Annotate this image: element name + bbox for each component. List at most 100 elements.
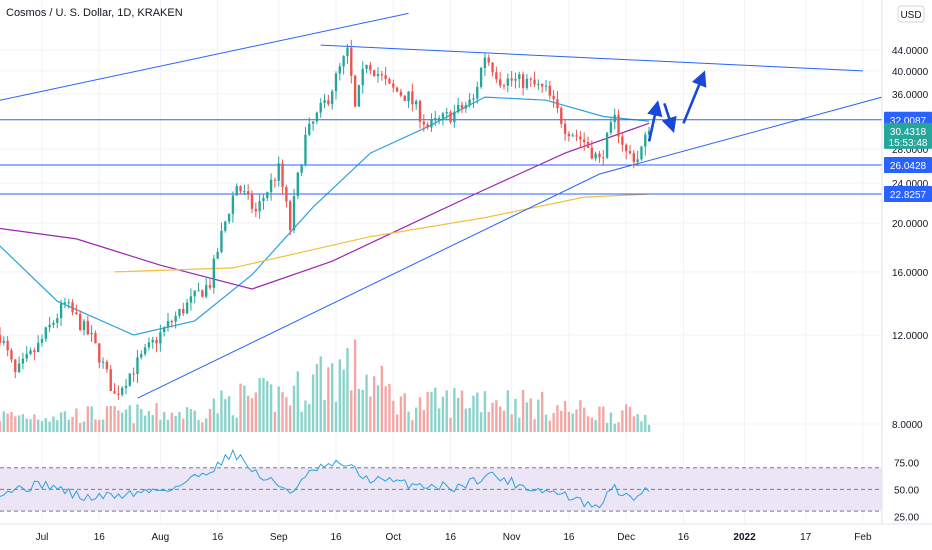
candle-body xyxy=(231,195,235,214)
volume-bar xyxy=(460,390,464,432)
candle-body xyxy=(201,290,204,297)
volume-bar xyxy=(59,412,63,432)
candle-body xyxy=(40,338,44,343)
candle-body xyxy=(281,163,284,188)
volume-bar xyxy=(376,385,380,432)
volume-bar xyxy=(29,419,32,432)
volume-bar xyxy=(506,390,510,432)
volume-bar xyxy=(56,420,59,432)
candle-body xyxy=(212,258,216,288)
volume-bar xyxy=(174,416,177,432)
candle-body xyxy=(346,47,349,57)
time-tick-label: Feb xyxy=(854,532,872,543)
price-tick-label: 8.0000 xyxy=(892,420,923,431)
volume-bar xyxy=(327,367,330,432)
volume-bar xyxy=(147,411,151,432)
price-tick-label: 28.0000 xyxy=(892,145,929,156)
volume-bar xyxy=(437,408,441,432)
volume-bar xyxy=(510,414,513,432)
last-price-label: 30.4318 xyxy=(890,127,927,138)
candle-body xyxy=(75,312,78,314)
candle-body xyxy=(399,91,403,96)
candle-body xyxy=(330,91,334,105)
currency-label: USD xyxy=(900,10,921,21)
volume-bar xyxy=(590,417,594,432)
projection-arrows[interactable] xyxy=(647,70,707,142)
candle-body xyxy=(98,343,101,363)
volume-bar xyxy=(617,422,620,432)
candle-body xyxy=(525,78,529,88)
candle-body xyxy=(644,134,647,147)
volume-bar xyxy=(288,405,292,432)
rsi-tick-label: 75.00 xyxy=(894,458,919,469)
time-tick-label: Nov xyxy=(503,532,521,543)
trendlines[interactable] xyxy=(0,12,883,399)
candle-body xyxy=(327,100,330,105)
volume-bar xyxy=(479,412,483,432)
currency-badge[interactable]: USD xyxy=(897,5,925,23)
candle-body xyxy=(105,361,109,370)
volume-bar xyxy=(640,421,643,432)
candle-body xyxy=(380,74,384,76)
volume-bar xyxy=(33,414,36,432)
candle-body xyxy=(609,122,613,133)
volume-bar xyxy=(365,374,368,432)
volume-bar xyxy=(300,411,303,432)
trendline-2[interactable] xyxy=(320,44,863,72)
candle-body xyxy=(426,124,429,128)
candle-body xyxy=(0,335,2,343)
volume-bar xyxy=(10,412,13,432)
candle-body xyxy=(640,146,643,160)
volume-bar xyxy=(384,386,387,432)
volume-bar xyxy=(2,411,6,432)
candle-body xyxy=(418,101,422,122)
volume-bar xyxy=(246,395,250,432)
volume-bar xyxy=(105,406,109,432)
time-tick-label: 17 xyxy=(800,532,812,543)
volume-bar xyxy=(468,407,471,432)
candle-body xyxy=(151,339,154,343)
candle-body xyxy=(33,350,36,352)
volume-bar xyxy=(143,415,147,432)
volume-bar xyxy=(151,415,154,432)
volume-bar xyxy=(201,422,204,432)
rsi-tick-label: 25.00 xyxy=(894,513,919,524)
candle-body xyxy=(537,83,540,85)
candle-body xyxy=(361,68,364,86)
projection-arrow-1[interactable] xyxy=(647,100,663,142)
projection-arrow-3[interactable] xyxy=(682,70,707,124)
volume-bar xyxy=(330,363,334,432)
volume-bar xyxy=(208,408,212,432)
volume-bar xyxy=(285,397,288,432)
volume-bar xyxy=(0,421,2,432)
volume-bar xyxy=(392,400,395,432)
candle-body xyxy=(86,320,90,335)
candle-body xyxy=(472,98,475,100)
price-axis[interactable]: 8.0000 12.0000 16.0000 20.0000 24.0000 28.000… xyxy=(892,46,929,431)
volume-bar xyxy=(334,401,338,432)
volume-bar xyxy=(395,414,399,432)
projection-arrow-2[interactable] xyxy=(661,102,677,134)
candle-body xyxy=(594,153,597,159)
candle-body xyxy=(239,186,242,192)
candle-body xyxy=(395,87,399,92)
candle-body xyxy=(6,340,9,351)
candle-body xyxy=(136,357,139,375)
candle-body xyxy=(483,57,487,69)
volume-bar xyxy=(109,405,112,432)
candle-body xyxy=(128,373,132,386)
volume-bar xyxy=(353,339,357,432)
candle-body xyxy=(292,196,296,231)
candle-body xyxy=(365,64,368,69)
volume-bar xyxy=(6,413,9,432)
volume-bar xyxy=(63,411,67,432)
time-axis[interactable]: Jul 16 Aug 16 Sep 16 Oct 16 Nov 16 Dec 16 2022 17 Feb xyxy=(36,532,872,543)
trendline-1[interactable] xyxy=(0,12,409,101)
candle-body xyxy=(193,290,196,297)
volume-bar xyxy=(48,421,51,432)
trendline-3[interactable] xyxy=(137,96,883,399)
horizontal-levels[interactable] xyxy=(0,119,882,195)
candle-body xyxy=(540,83,544,87)
